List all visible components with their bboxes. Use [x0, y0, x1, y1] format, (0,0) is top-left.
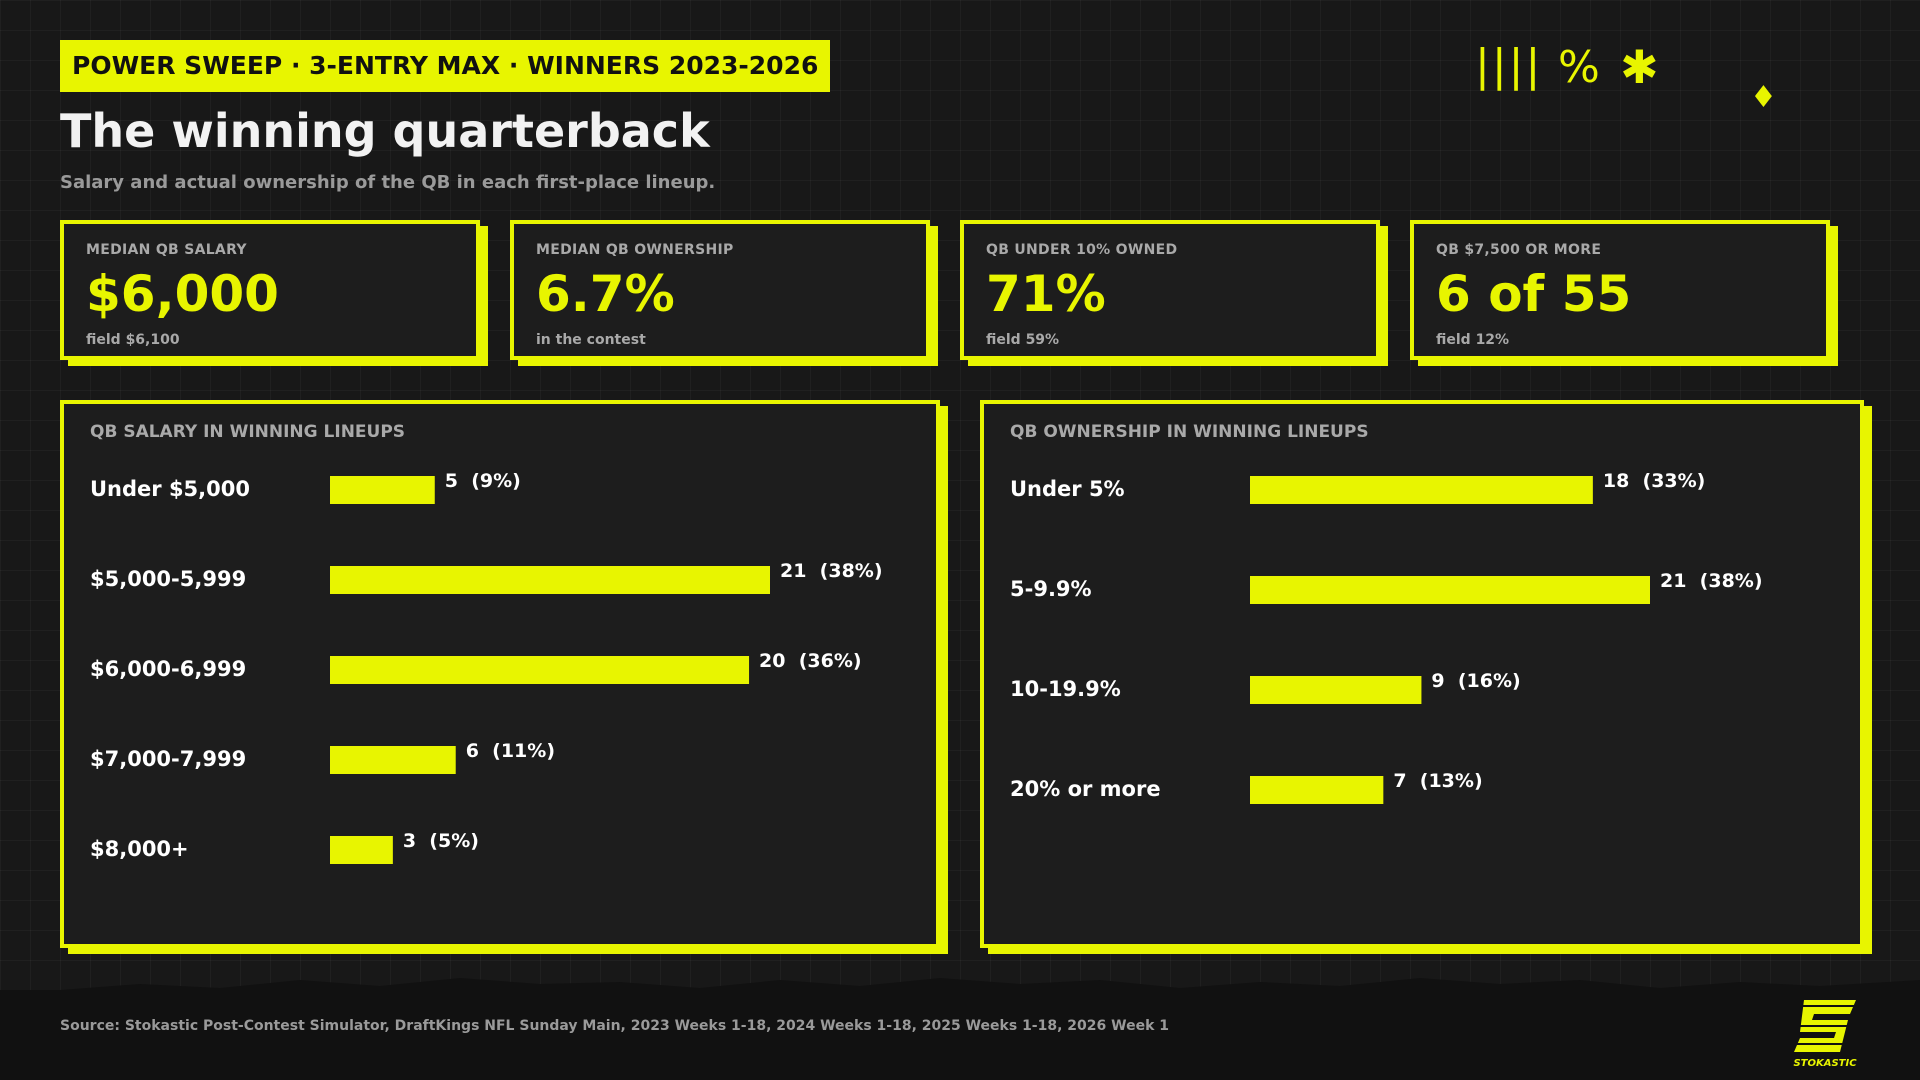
stokastic-logo-icon: [1792, 1000, 1858, 1052]
bar: [330, 476, 435, 504]
category-label: Under $5,000: [90, 477, 250, 501]
bar: [1250, 676, 1422, 704]
salary-chart-title: QB SALARY IN WINNING LINEUPS: [90, 422, 406, 442]
kpi-label: QB $7,500 OR MORE: [1436, 242, 1602, 258]
ownership-chart-panel: QB OWNERSHIP IN WINNING LINEUPS Under 5%…: [980, 400, 1864, 948]
bar: [330, 836, 393, 864]
ownership-chart-title: QB OWNERSHIP IN WINNING LINEUPS: [1010, 422, 1369, 442]
logo-wordmark: STOKASTIC: [1793, 1058, 1857, 1069]
category-label: $5,000-5,999: [90, 567, 246, 591]
decor-asterisk-icon: ✱: [1620, 40, 1659, 94]
kpi-note: field $6,100: [86, 332, 180, 348]
category-label: Under 5%: [1010, 477, 1125, 501]
bar: [330, 746, 456, 774]
ownership-bar-chart: Under 5% 18 (33%) 5-9.9% 21 (38%) 10-19.9% 9 …: [1010, 470, 1763, 804]
category-label: $7,000-7,999: [90, 747, 246, 771]
kpi-value: $6,000: [86, 265, 279, 323]
data-label: 21 (38%): [780, 560, 883, 582]
decor-lines-icon: ||||: [1475, 40, 1543, 91]
kpi-card-median-salary: MEDIAN QB SALARY $6,000 field $6,100: [60, 220, 480, 360]
decor-diamond-icon: ♦: [1750, 80, 1777, 115]
category-label: $8,000+: [90, 837, 189, 861]
data-label: 7 (13%): [1393, 770, 1482, 792]
page-title: The winning quarterback: [60, 104, 710, 158]
kpi-value: 6 of 55: [1436, 265, 1632, 323]
kpi-card-7500-or-more: QB $7,500 OR MORE 6 of 55 field 12%: [1410, 220, 1830, 360]
bar: [1250, 776, 1384, 804]
kpi-label: QB UNDER 10% OWNED: [986, 242, 1178, 258]
kpi-note: in the contest: [536, 332, 646, 348]
footer-bar: [0, 990, 1920, 1080]
category-label: 5-9.9%: [1010, 577, 1092, 601]
salary-chart-panel: QB SALARY IN WINNING LINEUPS Under $5,00…: [60, 400, 940, 948]
decor-percent-icon: %: [1558, 42, 1600, 93]
data-label: 3 (5%): [403, 830, 479, 852]
category-label: 10-19.9%: [1010, 677, 1121, 701]
category-label: 20% or more: [1010, 777, 1161, 801]
kpi-label: MEDIAN QB SALARY: [86, 242, 247, 258]
kpi-note: field 59%: [986, 332, 1060, 348]
data-label: 5 (9%): [445, 470, 521, 492]
kpi-value: 71%: [986, 265, 1106, 323]
category-label: $6,000-6,999: [90, 657, 246, 681]
kpi-value: 6.7%: [536, 265, 675, 323]
header-tagline: POWER SWEEP · 3-ENTRY MAX · WINNERS 2023…: [60, 40, 831, 92]
data-label: 18 (33%): [1603, 470, 1706, 492]
data-label: 9 (16%): [1431, 670, 1520, 692]
data-label: 6 (11%): [466, 740, 555, 762]
bar: [330, 656, 750, 684]
data-label: 21 (38%): [1660, 570, 1763, 592]
kpi-card-median-ownership: MEDIAN QB OWNERSHIP 6.7% in the contest: [510, 220, 930, 360]
kpi-card-under-10-owned: QB UNDER 10% OWNED 71% field 59%: [960, 220, 1380, 360]
page-subtitle: Salary and actual ownership of the QB in…: [60, 172, 716, 193]
source-note: Source: Stokastic Post-Contest Simulator…: [60, 1018, 1169, 1034]
kpi-label: MEDIAN QB OWNERSHIP: [536, 242, 734, 258]
kpi-note: field 12%: [1436, 332, 1510, 348]
bar: [1250, 476, 1593, 504]
bar: [330, 566, 770, 594]
bar: [1250, 576, 1650, 604]
data-label: 20 (36%): [759, 650, 862, 672]
salary-bar-chart: Under $5,000 5 (9%) $5,000-5,999 21 (38%) $6…: [90, 470, 883, 864]
